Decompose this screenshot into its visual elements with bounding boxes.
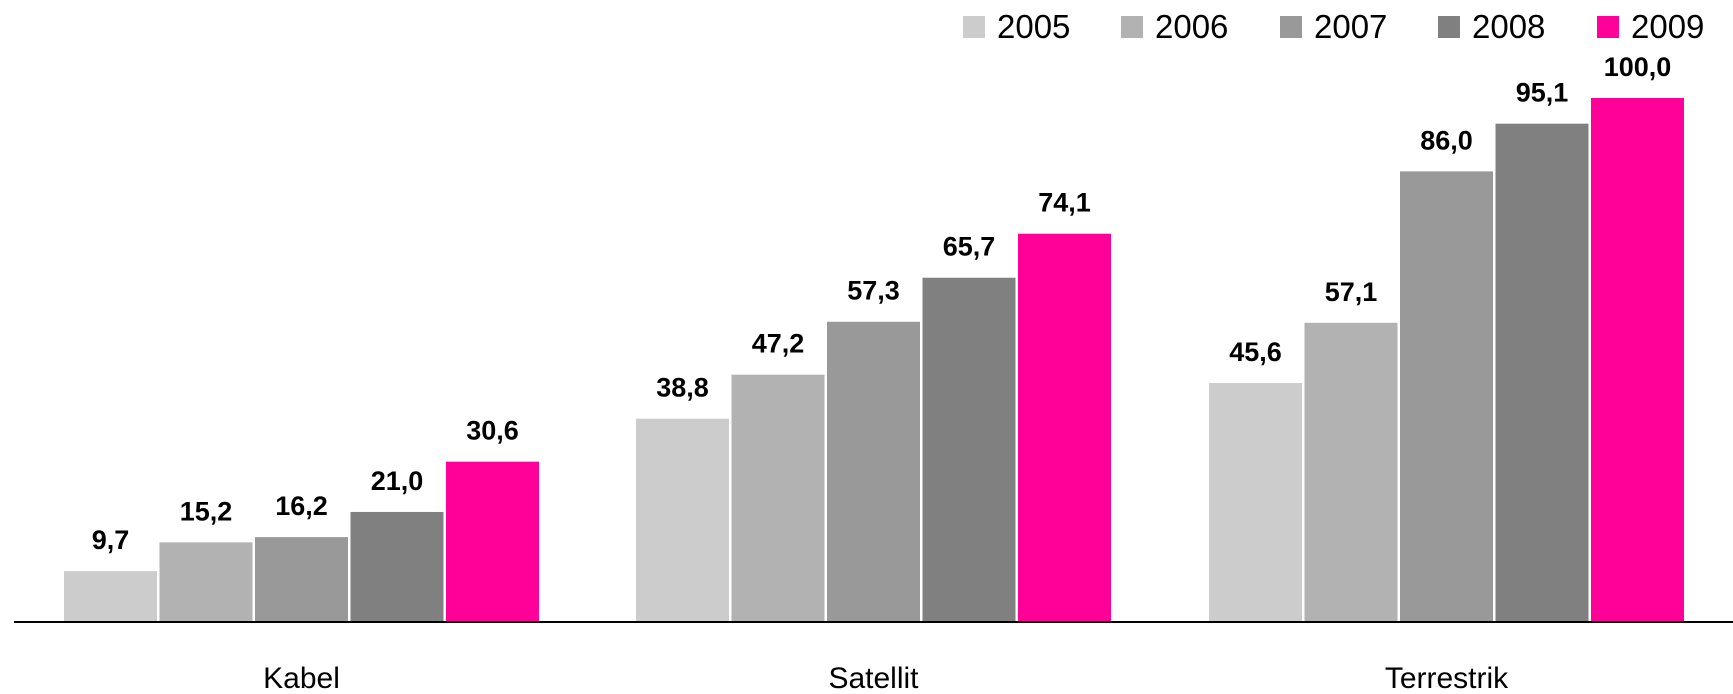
bar-satellit-2007 — [827, 321, 920, 622]
value-label-terrestrik-2006: 57,1 — [1325, 277, 1378, 307]
legend-label-2005: 2005 — [997, 8, 1070, 45]
legend: 2005 2006 2007 2008 2009 — [963, 8, 1704, 45]
value-label-satellit-2009: 74,1 — [1038, 188, 1091, 218]
legend-swatch-2007 — [1280, 16, 1302, 38]
value-label-terrestrik-2008: 95,1 — [1516, 78, 1569, 108]
value-label-satellit-2008: 65,7 — [943, 232, 996, 262]
bar-kabel-2009 — [446, 461, 539, 622]
bar-kabel-2008 — [350, 511, 444, 622]
bar-terrestrik-2008 — [1495, 123, 1589, 623]
value-label-satellit-2006: 47,2 — [752, 329, 805, 359]
value-label-satellit-2005: 38,8 — [656, 373, 709, 403]
category-labels: Kabel Satellit Terrestrik — [263, 662, 1509, 694]
bar-satellit-2008 — [922, 277, 1016, 622]
bar-satellit-2009 — [1018, 233, 1111, 622]
value-label-terrestrik-2005: 45,6 — [1229, 337, 1282, 367]
legend-label-2007: 2007 — [1314, 8, 1387, 45]
legend-swatch-2005 — [963, 16, 985, 38]
legend-label-2008: 2008 — [1472, 8, 1545, 45]
legend-swatch-2008 — [1438, 16, 1460, 38]
legend-swatch-2006 — [1121, 16, 1143, 38]
value-label-kabel-2008: 21,0 — [371, 466, 424, 496]
legend-swatch-2009 — [1597, 16, 1619, 38]
bar-terrestrik-2006 — [1304, 322, 1398, 622]
bar-terrestrik-2007 — [1400, 171, 1493, 623]
bar-terrestrik-2009 — [1591, 98, 1684, 622]
category-label-kabel: Kabel — [263, 662, 340, 694]
category-label-satellit: Satellit — [828, 662, 919, 694]
value-label-terrestrik-2009: 100,0 — [1604, 52, 1672, 82]
legend-label-2006: 2006 — [1155, 8, 1228, 45]
legend-label-2009: 2009 — [1631, 8, 1704, 45]
value-labels: 9,7 15,2 16,2 21,0 30,6 38,8 47,2 57,3 65,7 74,1 4… — [92, 52, 1672, 555]
category-label-terrestrik: Terrestrik — [1385, 662, 1509, 694]
bar-kabel-2005 — [64, 571, 157, 622]
value-label-kabel-2005: 9,7 — [92, 525, 130, 555]
bar-satellit-2006 — [731, 374, 825, 622]
value-label-kabel-2006: 15,2 — [180, 496, 233, 526]
bar-terrestrik-2005 — [1209, 383, 1302, 622]
bar-kabel-2007 — [255, 537, 348, 622]
bar-kabel-2006 — [159, 542, 253, 622]
value-label-terrestrik-2007: 86,0 — [1420, 125, 1473, 155]
value-label-satellit-2007: 57,3 — [847, 276, 900, 306]
value-label-kabel-2009: 30,6 — [466, 416, 519, 446]
bars — [64, 98, 1684, 623]
bar-satellit-2005 — [636, 418, 729, 622]
value-label-kabel-2007: 16,2 — [275, 491, 328, 521]
